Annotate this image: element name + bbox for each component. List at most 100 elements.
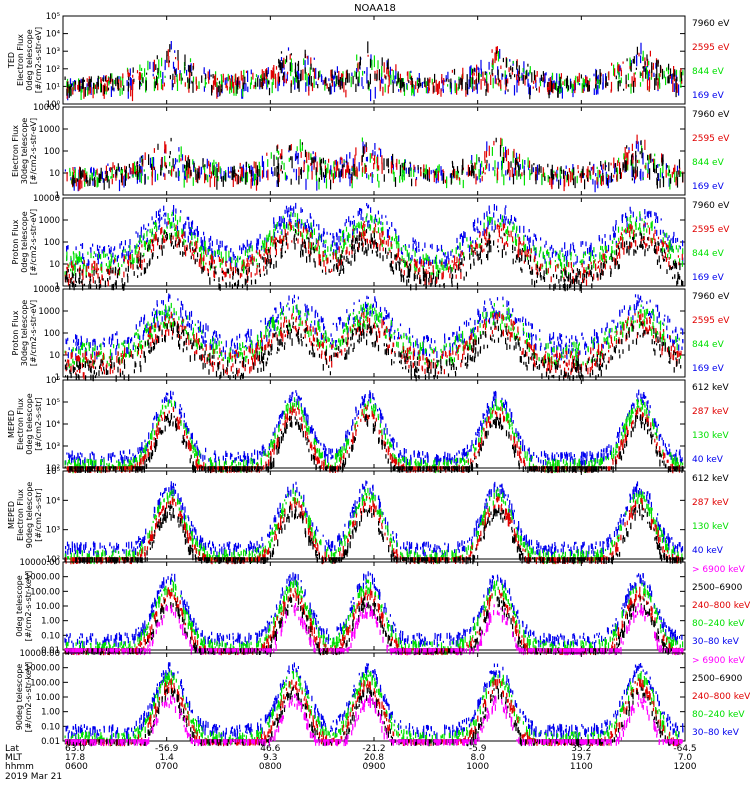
footer-mlt: 7.0 [678,753,693,763]
series-magenta [65,694,683,747]
y-tick-label: 0.10 [41,722,60,732]
legend-entry: 844 eV [692,158,725,168]
panel-data [64,389,684,474]
panel-data [64,293,684,382]
y-axis-label: [#/cm2-s-str] [34,397,43,450]
legend-entry: 612 keV [692,383,729,393]
y-axis-label: Electron Flux [16,489,25,541]
y-tick-label: 10000 [33,194,60,204]
panel-data [64,662,684,747]
footer-lat: -64.5 [673,744,696,754]
legend-entry: 240–800 keV [692,692,750,702]
y-axis-label: [#/cm2-s-str-keV] [24,571,33,642]
legend-entry: 169 eV [692,273,725,283]
series-black [64,41,683,100]
y-axis-label: 0deg telescope [20,211,29,272]
y-tick-label: 10 [49,260,60,270]
footer-hhmm: 0600 [65,762,88,772]
footer-row-label: MLT [5,753,23,763]
footer-hhmm: 1000 [466,762,489,772]
y-tick-label: 10³ [46,526,60,536]
y-tick-label: 0.10 [41,631,60,641]
series-blue [67,41,680,102]
y-tick-label: 10 [49,169,60,179]
y-tick-label: 10000 [33,103,60,113]
y-tick-label: 10² [46,65,60,75]
legend-entry: 80–240 keV [692,619,745,629]
y-tick-label: 10¹ [46,82,60,92]
legend-entry: 287 keV [692,498,729,508]
footer-mlt: 20.8 [364,753,384,763]
y-axis-label: 0deg telescope [25,29,34,90]
series-black [64,413,684,474]
y-tick-label: 10² [46,464,60,474]
y-tick-label: 100 [44,329,60,339]
legend-entry: 2595 eV [692,43,730,53]
legend-entry: 287 keV [692,407,729,417]
y-axis-label: Electron Flux [11,125,20,177]
legend-entry: 2500–6900 [692,583,743,593]
footer-lat: 35.2 [571,744,591,754]
panel-data [64,41,684,102]
footer-mlt: 9.3 [263,753,277,763]
y-tick-label: 10.00 [36,693,60,703]
y-tick-label: 1000 [38,216,60,226]
y-tick-label: 1000 [38,125,60,135]
y-tick-label: 1000.00 [25,664,60,674]
footer-hhmm: 1100 [570,762,593,772]
footer-mlt: 19.7 [571,753,591,763]
legend-entry: 7960 eV [692,110,730,120]
legend-entry: 844 eV [692,249,725,259]
series-blue [65,480,684,558]
panel-6: 10² 10³ 10⁴ 10⁵ MEPED Electron Flux 90deg tele… [7,467,729,565]
y-tick-label: 10000.00 [19,649,60,659]
legend-entry: 844 eV [692,67,725,77]
panel-4: 1 10 100 1000 10000 Proton Flux 30deg telescop… [11,285,730,383]
y-tick-label: 100.00 [30,678,60,688]
panel-5: 10² 10³ 10⁴ 10⁵ 10⁶ MEPED Electron Flux 0deg te… [7,376,729,474]
y-tick-label: 10⁴ [46,496,61,506]
legend-entry: 612 keV [692,474,729,484]
legend-entry: 2500–6900 [692,674,743,684]
legend-entry: 2595 eV [692,225,730,235]
footer-mlt: 17.8 [65,753,85,763]
y-axis-label: [#/cm2-s-str-keV] [24,662,33,733]
y-tick-label: 10000.00 [19,558,60,568]
legend-entry: 130 keV [692,431,729,441]
y-tick-label: 0.01 [41,737,60,747]
panel-1: 10⁰ 10¹ 10² 10³ 10⁴ 10⁵ TED Electron Flux 0deg t… [7,12,730,110]
footer-lat: -21.2 [362,744,385,754]
panel-data [64,202,684,292]
y-axis-label: 0deg telescope [25,393,34,454]
series-blue [64,571,683,649]
footer-hhmm: 0800 [259,762,282,772]
y-axis-label: [#/cm2-s-str] [34,488,43,541]
y-tick-label: 1 [55,373,60,383]
y-axis-label: [#/cm2-s-str-eV] [29,300,38,366]
legend-entry: 844 eV [692,340,725,350]
y-axis-label: Proton Flux [11,219,20,264]
y-axis-label: 30deg telescope [20,118,29,185]
legend-entry: 2595 eV [692,316,730,326]
series-blue [65,389,683,468]
y-tick-label: 0.01 [41,646,60,656]
y-tick-label: 100 [44,238,60,248]
y-axis-label: MEPED [7,410,16,438]
series-magenta [64,602,684,656]
y-tick-label: 10⁵ [46,467,60,477]
y-tick-label: 10⁰ [46,100,61,110]
y-tick-label: 10³ [46,442,60,452]
footer-mlt: 1.4 [160,753,175,763]
y-tick-label: 10⁵ [46,398,60,408]
footer-lat: 63.0 [65,744,85,754]
legend-entry: 7960 eV [692,292,730,302]
y-tick-label: 10⁴ [46,420,61,430]
y-tick-label: 10³ [46,47,60,57]
date-label: 2019 Mar 21 [5,772,62,782]
series-black [64,320,682,382]
y-tick-label: 1.00 [41,617,60,627]
footer-mlt: 8.0 [471,753,486,763]
panel-8: 0.01 0.10 1.00 10.00 100.00 1000.00 10000.00 90… [15,649,750,747]
y-tick-label: 10⁴ [46,30,61,40]
